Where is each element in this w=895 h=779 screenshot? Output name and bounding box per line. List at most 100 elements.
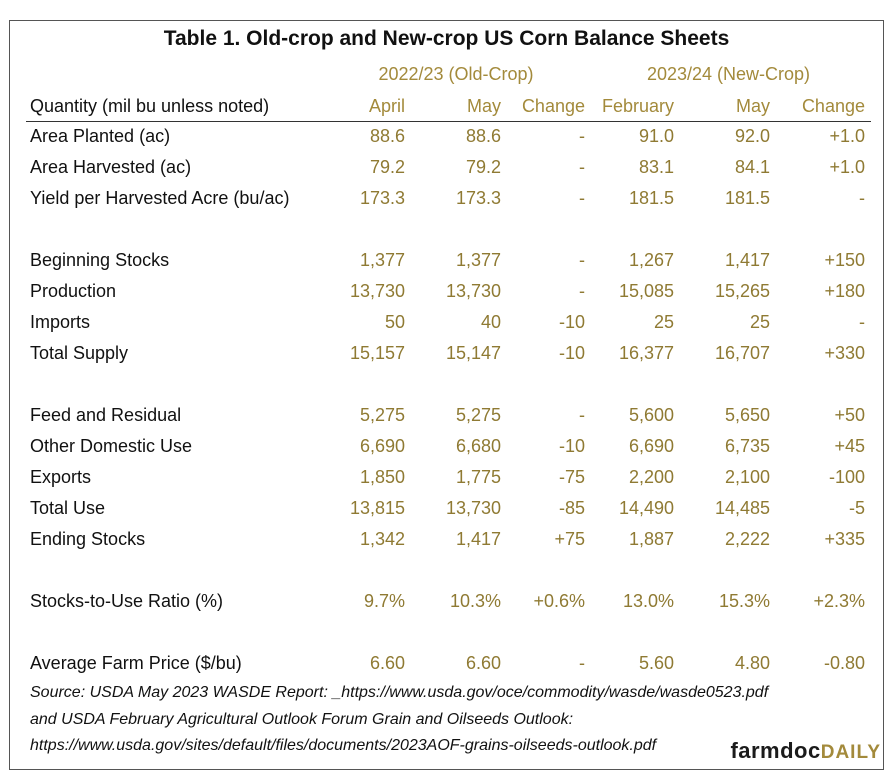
old-april-cell: 79.2 (369, 157, 405, 177)
old-april-cell: 1,377 (359, 250, 405, 270)
new-change-cell: +335 (824, 529, 865, 549)
row-label: Production (30, 281, 117, 301)
old-may-cell: 6,680 (455, 436, 501, 456)
new-may-cell: 4.80 (734, 653, 770, 673)
source-note: Source: USDA May 2023 WASDE Report: _htt… (30, 680, 870, 760)
new-february-cell: 83.1 (638, 157, 674, 177)
old-may-cell: 10.3% (449, 591, 501, 611)
old-may-cell: 5,275 (455, 405, 501, 425)
header-divider (26, 121, 871, 122)
table-row: Ending Stocks 1,342 1,417 +75 1,887 2,222 +335 (0, 529, 895, 553)
old-change-cell: -10 (558, 436, 585, 456)
old-may-cell: 13,730 (445, 281, 501, 301)
new-change-cell: +2.3% (813, 591, 865, 611)
row-label: Average Farm Price ($/bu) (30, 653, 242, 673)
table-row: Area Planted (ac) 88.6 88.6 - 91.0 92.0 +1.0 (0, 126, 895, 150)
new-change-cell: - (859, 188, 865, 208)
old-april-cell: 1,850 (359, 467, 405, 487)
new-february-cell: 1,887 (628, 529, 674, 549)
new-change-cell: +1.0 (829, 157, 865, 177)
old-april-cell: 1,342 (359, 529, 405, 549)
table-row: Total Supply 15,157 15,147 -10 16,377 16,707 +… (0, 343, 895, 367)
table-row: Beginning Stocks 1,377 1,377 - 1,267 1,417 +15… (0, 250, 895, 274)
old-may-cell: 1,775 (455, 467, 501, 487)
new-february-header: February (601, 96, 674, 116)
new-change-cell: +1.0 (829, 126, 865, 146)
new-may-cell: 1,417 (724, 250, 770, 270)
old-may-header: May (466, 96, 501, 116)
farmdoc-daily-logo: farmdocDAILY (730, 738, 881, 764)
table-row: Feed and Residual 5,275 5,275 - 5,600 5,650 +5… (0, 405, 895, 429)
new-change-cell: -5 (848, 498, 865, 518)
old-change-cell: - (579, 188, 585, 208)
new-february-cell: 16,377 (618, 343, 674, 363)
new-crop-group-header: 2023/24 (New-Crop) (646, 64, 811, 84)
row-label: Exports (30, 467, 92, 487)
new-may-cell: 181.5 (724, 188, 770, 208)
table-row: Other Domestic Use 6,690 6,680 -10 6,690 6,73… (0, 436, 895, 460)
new-february-cell: 5.60 (638, 653, 674, 673)
old-april-cell: 9.7% (363, 591, 405, 611)
old-may-cell: 88.6 (465, 126, 501, 146)
old-april-header: April (368, 96, 405, 116)
row-label: Yield per Harvested Acre (bu/ac) (30, 188, 290, 208)
old-change-cell: - (579, 250, 585, 270)
row-label: Beginning Stocks (30, 250, 170, 270)
row-label: Stocks-to-Use Ratio (%) (30, 591, 224, 611)
new-change-cell: +45 (834, 436, 865, 456)
new-change-cell: -100 (828, 467, 865, 487)
new-february-cell: 91.0 (638, 126, 674, 146)
old-april-cell: 6.60 (369, 653, 405, 673)
row-label: Area Harvested (ac) (30, 157, 192, 177)
row-label: Ending Stocks (30, 529, 146, 549)
new-february-cell: 6,690 (628, 436, 674, 456)
new-february-cell: 5,600 (628, 405, 674, 425)
old-may-cell: 6.60 (465, 653, 501, 673)
logo-text-daily: DAILY (820, 742, 881, 763)
old-april-cell: 5,275 (359, 405, 405, 425)
source-line-2: and USDA February Agricultural Outlook F… (30, 710, 574, 728)
new-may-header: May (735, 96, 770, 116)
source-line-1: Source: USDA May 2023 WASDE Report: _htt… (30, 684, 769, 701)
table-row: Yield per Harvested Acre (bu/ac) 173.3 173… (0, 188, 895, 212)
old-change-cell: -85 (558, 498, 585, 518)
table-row: Exports 1,850 1,775 -75 2,200 2,100 -100 (0, 467, 895, 491)
old-april-cell: 173.3 (359, 188, 405, 208)
row-label: Area Planted (ac) (30, 126, 171, 146)
new-change-cell: -0.80 (823, 653, 865, 673)
new-may-cell: 16,707 (714, 343, 770, 363)
table-row: Imports 50 40 -10 25 25 - (0, 312, 895, 336)
new-may-cell: 2,222 (724, 529, 770, 549)
old-april-cell: 50 (384, 312, 405, 332)
new-february-cell: 13.0% (622, 591, 674, 611)
old-change-cell: - (579, 126, 585, 146)
new-may-cell: 84.1 (734, 157, 770, 177)
new-change-cell: - (859, 312, 865, 332)
new-february-cell: 14,490 (618, 498, 674, 518)
new-may-cell: 2,100 (724, 467, 770, 487)
row-label: Total Supply (30, 343, 129, 363)
logo-text-farmdoc: farmdoc (730, 738, 821, 763)
new-february-cell: 181.5 (628, 188, 674, 208)
old-april-cell: 13,730 (349, 281, 405, 301)
old-april-cell: 13,815 (349, 498, 405, 518)
old-change-cell: -75 (558, 467, 585, 487)
old-change-cell: - (579, 405, 585, 425)
new-change-header: Change (801, 96, 865, 116)
old-change-cell: - (579, 157, 585, 177)
table-row: Average Farm Price ($/bu) 6.60 6.60 - 5.60 4.… (0, 653, 895, 677)
old-april-cell: 88.6 (369, 126, 405, 146)
old-may-cell: 15,147 (445, 343, 501, 363)
new-february-cell: 25 (653, 312, 674, 332)
row-label: Total Use (30, 498, 106, 518)
new-may-cell: 15.3% (718, 591, 770, 611)
row-label: Feed and Residual (30, 405, 182, 425)
new-change-cell: +330 (824, 343, 865, 363)
old-may-cell: 13,730 (445, 498, 501, 518)
table-row: Total Use 13,815 13,730 -85 14,490 14,485 -5 (0, 498, 895, 522)
table-row: Area Harvested (ac) 79.2 79.2 - 83.1 84.1 +1.0 (0, 157, 895, 181)
old-may-cell: 1,417 (455, 529, 501, 549)
old-may-cell: 1,377 (455, 250, 501, 270)
table-frame (9, 20, 884, 770)
table-title: Table 1. Old-crop and New-crop US Corn B… (163, 27, 730, 50)
